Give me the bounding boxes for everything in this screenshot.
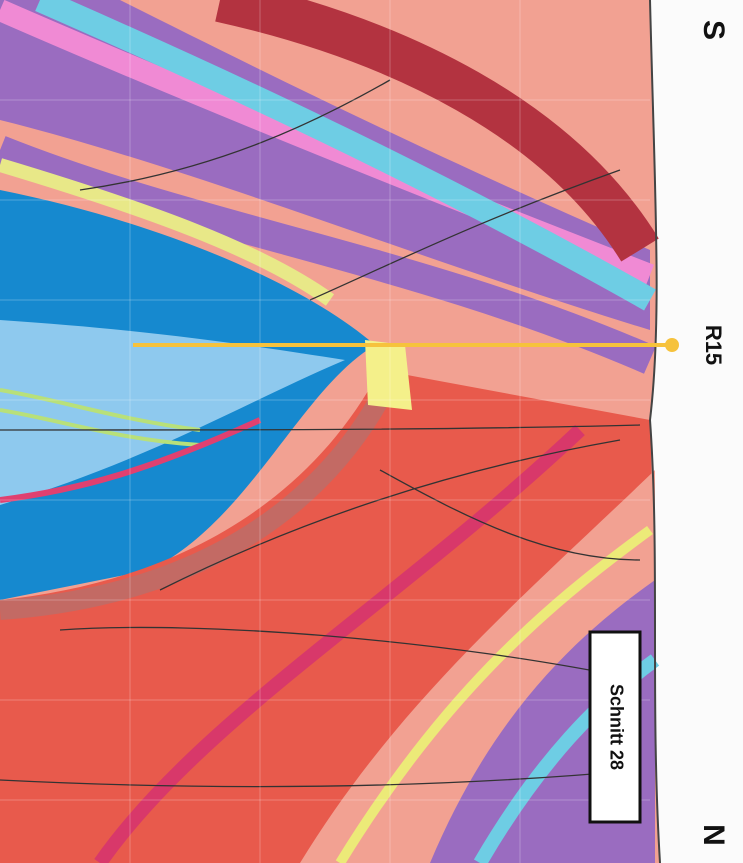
cross-section: R15 S N Schnitt 28: [0, 0, 743, 863]
section-label: Schnitt 28: [606, 684, 626, 770]
marker-label: R15: [701, 325, 726, 365]
north-label: N: [697, 824, 730, 846]
south-label: S: [697, 20, 730, 40]
geology: [0, 0, 660, 863]
marker-dot: [665, 338, 679, 352]
